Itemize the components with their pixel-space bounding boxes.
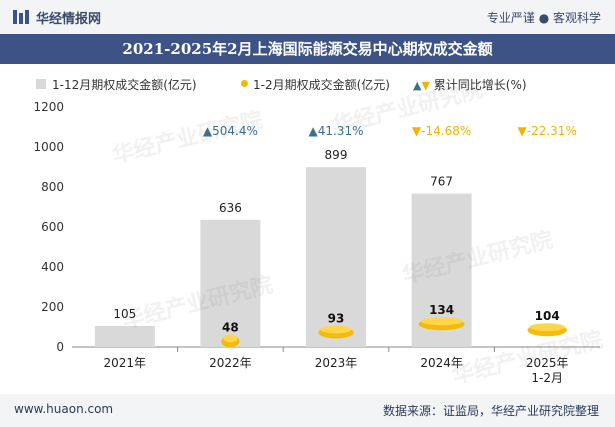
- y-tick-label: 600: [41, 220, 64, 234]
- coin-stack-top: [223, 334, 238, 343]
- growth-label: ▼-14.68%: [412, 124, 471, 138]
- y-tick-label: 800: [41, 180, 64, 194]
- x-category-label: 2025年: [526, 356, 569, 370]
- logo-icon: [13, 10, 29, 24]
- title-bar: 2021-2025年2月上海国际能源交易中心期权成交金额: [0, 34, 615, 64]
- bar-annual-label: 767: [430, 175, 453, 189]
- legend-label-growth: 累计同比增长(%): [433, 78, 527, 92]
- bar-annual-label: 636: [219, 201, 242, 215]
- legend-label-jan-feb: 1-2月期权成交金额(亿元): [253, 78, 390, 92]
- y-tick-label: 200: [41, 300, 64, 314]
- y-tick-label: 1200: [33, 100, 64, 114]
- x-category-label: 2021年: [104, 356, 147, 370]
- coin-stack-top: [420, 317, 463, 326]
- bar-annual: [94, 326, 155, 347]
- coin-value-label: 93: [328, 311, 345, 325]
- legend-label-annual: 1-12月期权成交金额(亿元): [52, 78, 197, 92]
- legend-item-annual: 1-12月期权成交金额(亿元): [36, 76, 197, 93]
- brand-name: 华经情报网: [36, 12, 102, 27]
- footer-source: 数据来源：证监局，华经产业研究院整理: [382, 404, 599, 418]
- bar-annual: [306, 167, 366, 347]
- bar-annual-label: 105: [113, 307, 136, 321]
- growth-label: ▼-22.31%: [518, 124, 577, 138]
- coin-stack-top: [320, 325, 352, 334]
- chart-area: 0 200 400 600 800 1000 1200 105 2021年 636 48 ▲504.4…: [33, 100, 600, 385]
- y-tick-label: 0: [56, 340, 64, 354]
- legend-swatch-bar: [36, 79, 46, 89]
- chart-title: 2021-2025年2月上海国际能源交易中心期权成交金额: [122, 40, 493, 58]
- footer-url: www.huaon.com: [14, 402, 114, 416]
- up-triangle-icon: ▲: [413, 79, 422, 92]
- x-category-label: 1-2月: [531, 371, 563, 385]
- tagline: 专业严谨 ● 客观科学: [486, 11, 601, 25]
- x-category-label: 2022年: [209, 356, 252, 370]
- down-triangle-icon: ▼: [421, 79, 430, 92]
- x-category-label: 2023年: [315, 356, 358, 370]
- legend-item-growth: ▲▼ 累计同比增长(%): [413, 76, 527, 93]
- coin-icon: [241, 80, 248, 87]
- growth-label: ▲41.31%: [309, 124, 364, 138]
- bar-annual: [200, 219, 261, 347]
- coin-value-label: 48: [222, 320, 239, 334]
- y-tick-label: 400: [41, 260, 64, 274]
- coin-value-label: 104: [535, 309, 560, 323]
- bar-annual-label: 899: [325, 148, 348, 162]
- y-tick-label: 1000: [33, 140, 64, 154]
- coin-stack-top: [529, 323, 565, 332]
- growth-label: ▲504.4%: [203, 124, 258, 138]
- coin-value-label: 134: [429, 303, 454, 317]
- legend-item-jan-feb: 1-2月期权成交金额(亿元): [241, 76, 390, 93]
- top-bar: 华经情报网 专业严谨 ● 客观科学: [0, 0, 615, 34]
- x-category-label: 2024年: [420, 356, 463, 370]
- footer: www.huaon.com 数据来源：证监局，华经产业研究院整理: [0, 394, 615, 427]
